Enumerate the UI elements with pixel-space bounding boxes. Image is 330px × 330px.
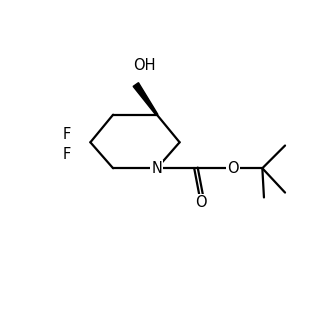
- Text: OH: OH: [133, 58, 155, 73]
- Polygon shape: [133, 83, 158, 115]
- Text: N: N: [151, 161, 162, 176]
- Text: F: F: [63, 147, 71, 162]
- Text: F: F: [63, 127, 71, 142]
- Text: O: O: [227, 161, 239, 176]
- Text: O: O: [195, 195, 207, 210]
